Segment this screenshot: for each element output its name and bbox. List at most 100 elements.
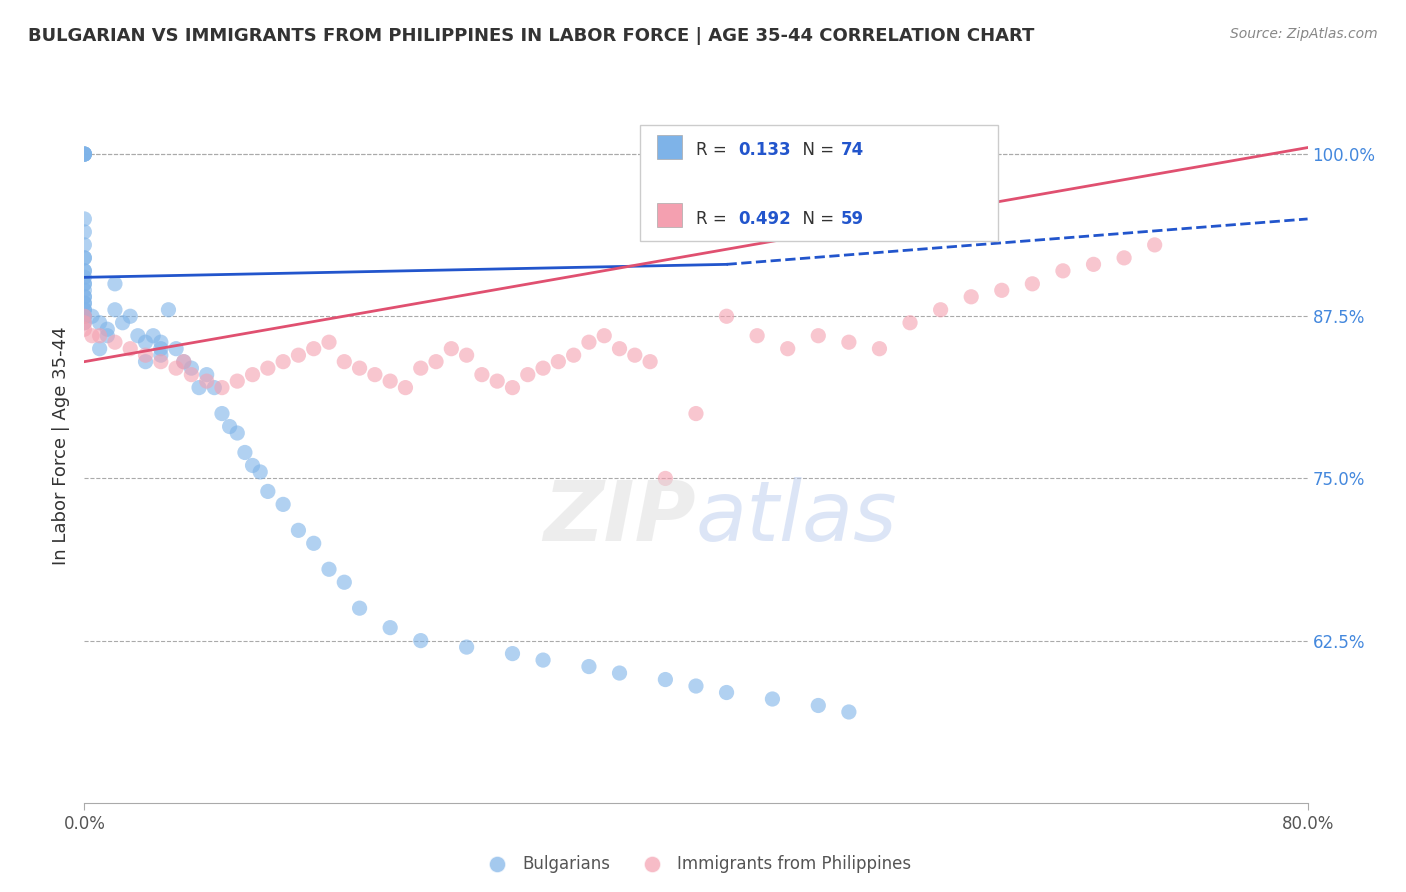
Point [929, 302, 952, 317]
Point [135, 348, 157, 362]
Text: N =: N = [792, 210, 839, 227]
Text: R =: R = [696, 141, 733, 159]
Point [685, 407, 707, 421]
Point [1114, 251, 1136, 265]
Point [654, 471, 676, 485]
Point [1052, 264, 1074, 278]
Point [89, 316, 111, 330]
Point [73, 270, 96, 285]
Point [287, 348, 309, 362]
Text: 74: 74 [841, 141, 865, 159]
Point [838, 335, 860, 350]
Point [80, 328, 103, 343]
Point [226, 374, 249, 388]
Point [991, 283, 1014, 297]
Text: 59: 59 [841, 210, 863, 227]
Point [409, 633, 432, 648]
Point [531, 653, 554, 667]
Point [654, 673, 676, 687]
Point [127, 328, 149, 343]
Point [73, 277, 96, 291]
Point [233, 445, 256, 459]
Point [578, 335, 600, 350]
Point [211, 407, 233, 421]
Point [1083, 257, 1105, 271]
Point [73, 322, 96, 336]
Point [120, 310, 142, 324]
Point [609, 666, 631, 681]
Point [249, 465, 271, 479]
Point [531, 361, 554, 376]
Point [716, 685, 738, 699]
Point [578, 659, 600, 673]
Point [73, 147, 96, 161]
Point [271, 354, 294, 368]
Point [73, 302, 96, 317]
Point [747, 328, 769, 343]
Point [89, 328, 111, 343]
Point [89, 342, 111, 356]
Point [471, 368, 494, 382]
Point [73, 296, 96, 310]
Point [869, 342, 891, 356]
Point [165, 361, 187, 376]
Point [638, 354, 661, 368]
Point [135, 354, 157, 368]
Point [173, 354, 195, 368]
Point [120, 342, 142, 356]
Point [73, 251, 96, 265]
Point [73, 238, 96, 252]
Point [149, 342, 172, 356]
Point [609, 342, 631, 356]
Point [440, 342, 463, 356]
Point [838, 705, 860, 719]
Point [73, 302, 96, 317]
Point [96, 328, 118, 343]
Point [188, 381, 211, 395]
Point [960, 290, 983, 304]
Point [302, 536, 325, 550]
Text: N =: N = [792, 141, 839, 159]
Point [149, 335, 172, 350]
Point [104, 335, 127, 350]
Point [898, 316, 921, 330]
Legend: Bulgarians, Immigrants from Philippines: Bulgarians, Immigrants from Philippines [474, 849, 918, 880]
Point [271, 497, 294, 511]
Point [333, 354, 356, 368]
Point [776, 342, 799, 356]
Point [218, 419, 240, 434]
Point [202, 381, 225, 395]
Point [165, 342, 187, 356]
Text: 0.492: 0.492 [738, 210, 792, 227]
Point [80, 310, 103, 324]
Text: R =: R = [696, 210, 733, 227]
Point [547, 354, 569, 368]
Point [142, 328, 165, 343]
Point [394, 381, 416, 395]
Point [242, 368, 264, 382]
Text: 0.133: 0.133 [738, 141, 790, 159]
Point [226, 425, 249, 440]
Point [593, 328, 616, 343]
Point [380, 374, 402, 388]
Point [73, 147, 96, 161]
Point [502, 381, 524, 395]
Point [73, 225, 96, 239]
Point [73, 264, 96, 278]
Point [287, 524, 309, 538]
Point [257, 361, 280, 376]
Point [502, 647, 524, 661]
Point [173, 354, 195, 368]
Point [73, 310, 96, 324]
Point [333, 575, 356, 590]
Point [157, 302, 180, 317]
Point [807, 328, 830, 343]
Point [211, 381, 233, 395]
Point [1143, 238, 1166, 252]
Point [456, 348, 478, 362]
Point [73, 296, 96, 310]
Point [409, 361, 432, 376]
Point [716, 310, 738, 324]
Point [73, 310, 96, 324]
Point [516, 368, 538, 382]
